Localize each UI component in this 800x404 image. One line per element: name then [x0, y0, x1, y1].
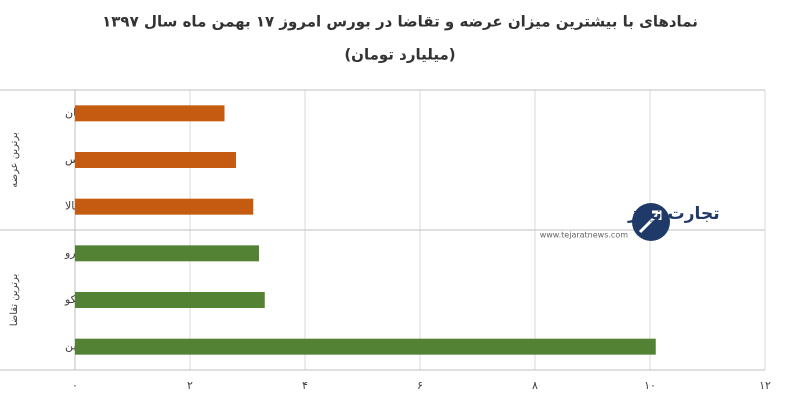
chart-title: نمادهای با بیشترین میزان عرضه و تقاضا در… [102, 13, 698, 31]
x-tick-label: ۱۲ [759, 379, 771, 392]
x-tick-label: ۱۰ [644, 379, 656, 392]
bar [75, 338, 656, 355]
bar [75, 245, 259, 262]
watermark-arrow [638, 210, 662, 234]
x-tick-label: ۶ [417, 379, 423, 392]
x-tick-label: ۰ [72, 379, 78, 392]
x-tick-label: ۴ [302, 379, 308, 392]
group-label: برترین عرضه [9, 132, 20, 188]
watermark-url: www.tejaratnews.com [540, 231, 628, 240]
x-tick-label: ۲ [187, 379, 193, 392]
bar [75, 105, 225, 122]
bar [75, 198, 254, 215]
watermark: تجارت نیوز www.tejaratnews.com [540, 203, 720, 241]
x-tick-label: ۸ [532, 379, 538, 392]
watermark-name: تجارت نیوز [627, 204, 720, 224]
group-label: برترین تقاضا [9, 274, 20, 327]
chart-subtitle: (میلیارد تومان) [344, 46, 455, 64]
bar [75, 152, 236, 168]
bar [75, 292, 265, 308]
